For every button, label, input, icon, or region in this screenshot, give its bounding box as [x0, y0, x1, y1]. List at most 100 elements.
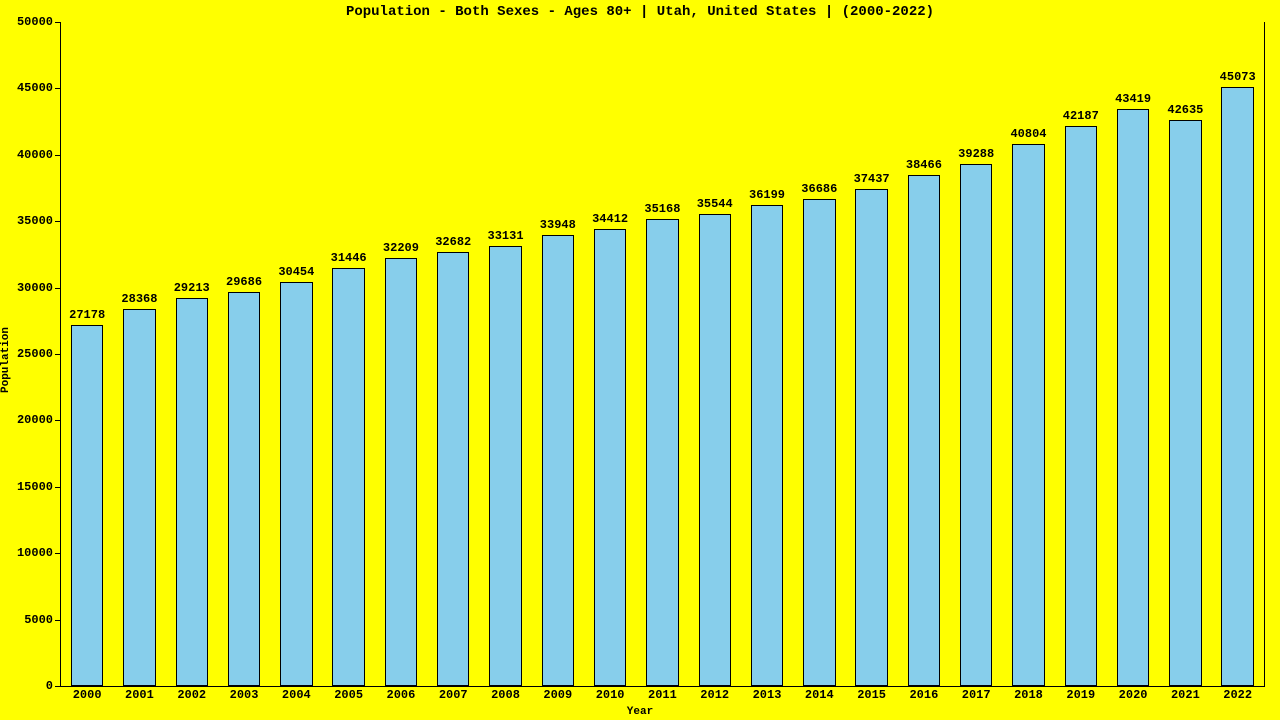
- bar-slot: 351682011: [636, 22, 688, 686]
- x-tick-label: 2006: [387, 688, 416, 702]
- bar-value-label: 35544: [697, 197, 733, 214]
- y-tick: [55, 487, 61, 488]
- chart-title: Population - Both Sexes - Ages 80+ | Uta…: [0, 4, 1280, 20]
- bar: [699, 214, 731, 686]
- y-axis-label: Population: [0, 327, 12, 393]
- bar-slot: 344122010: [584, 22, 636, 686]
- bar-slot: 331312008: [479, 22, 531, 686]
- bar: [228, 292, 260, 686]
- bar-value-label: 36199: [749, 188, 785, 205]
- x-tick-label: 2014: [805, 688, 834, 702]
- bar-slot: 322092006: [375, 22, 427, 686]
- x-tick-label: 2003: [230, 688, 259, 702]
- bar: [332, 268, 364, 686]
- y-tick-label: 50000: [17, 15, 53, 29]
- bar-slot: 292132002: [166, 22, 218, 686]
- bar-value-label: 42635: [1167, 103, 1203, 120]
- y-tick: [55, 88, 61, 89]
- x-axis-label: Year: [627, 706, 653, 718]
- bars-group: 2717820002836820012921320022968620033045…: [61, 22, 1264, 686]
- bar-value-label: 34412: [592, 212, 628, 229]
- bar: [385, 258, 417, 686]
- bar-slot: 271782000: [61, 22, 113, 686]
- bar-slot: 366862014: [793, 22, 845, 686]
- bar-value-label: 32682: [435, 235, 471, 252]
- x-tick-label: 2012: [700, 688, 729, 702]
- bar: [280, 282, 312, 686]
- y-tick: [55, 620, 61, 621]
- bar-value-label: 42187: [1063, 109, 1099, 126]
- y-tick-label: 45000: [17, 81, 53, 95]
- y-tick-label: 20000: [17, 413, 53, 427]
- bar-value-label: 35168: [644, 202, 680, 219]
- y-tick-label: 15000: [17, 480, 53, 494]
- x-tick-label: 2011: [648, 688, 677, 702]
- bar-slot: 434192020: [1107, 22, 1159, 686]
- y-tick: [55, 420, 61, 421]
- bar: [1012, 144, 1044, 686]
- bar-value-label: 30454: [278, 265, 314, 282]
- bar-value-label: 45073: [1220, 70, 1256, 87]
- bar-value-label: 40804: [1010, 127, 1046, 144]
- bar-slot: 339482009: [532, 22, 584, 686]
- bar-slot: 408042018: [1002, 22, 1054, 686]
- bar: [1065, 126, 1097, 686]
- x-tick-label: 2002: [177, 688, 206, 702]
- y-tick: [55, 221, 61, 222]
- bar: [803, 199, 835, 686]
- bar-slot: 374372015: [845, 22, 897, 686]
- bar-slot: 384662016: [898, 22, 950, 686]
- y-tick: [55, 686, 61, 687]
- y-tick-label: 30000: [17, 281, 53, 295]
- bar-value-label: 31446: [331, 251, 367, 268]
- x-tick-label: 2010: [596, 688, 625, 702]
- x-tick-label: 2005: [334, 688, 363, 702]
- y-tick-label: 0: [46, 679, 53, 693]
- bar: [646, 219, 678, 686]
- bar: [594, 229, 626, 686]
- bar-value-label: 27178: [69, 308, 105, 325]
- x-tick-label: 2015: [857, 688, 886, 702]
- x-tick-label: 2021: [1171, 688, 1200, 702]
- bar: [123, 309, 155, 686]
- x-tick-label: 2001: [125, 688, 154, 702]
- bar-value-label: 43419: [1115, 92, 1151, 109]
- bar-slot: 304542004: [270, 22, 322, 686]
- x-tick-label: 2009: [543, 688, 572, 702]
- bar: [437, 252, 469, 686]
- x-tick-label: 2018: [1014, 688, 1043, 702]
- bar: [1221, 87, 1253, 686]
- x-tick-label: 2016: [909, 688, 938, 702]
- bar-slot: 326822007: [427, 22, 479, 686]
- x-tick-label: 2020: [1119, 688, 1148, 702]
- x-tick-label: 2008: [491, 688, 520, 702]
- bar-slot: 426352021: [1159, 22, 1211, 686]
- bar-value-label: 33948: [540, 218, 576, 235]
- y-tick: [55, 155, 61, 156]
- bar-value-label: 38466: [906, 158, 942, 175]
- bar-value-label: 37437: [854, 172, 890, 189]
- x-tick-label: 2017: [962, 688, 991, 702]
- chart-container: Population - Both Sexes - Ages 80+ | Uta…: [0, 0, 1280, 720]
- bar: [542, 235, 574, 686]
- bar: [489, 246, 521, 686]
- x-tick-label: 2022: [1223, 688, 1252, 702]
- x-tick-label: 2007: [439, 688, 468, 702]
- bar: [1169, 120, 1201, 686]
- y-tick-label: 40000: [17, 148, 53, 162]
- bar-value-label: 36686: [801, 182, 837, 199]
- bar-value-label: 33131: [488, 229, 524, 246]
- bar-slot: 283682001: [113, 22, 165, 686]
- y-tick-label: 35000: [17, 214, 53, 228]
- bar-slot: 450732022: [1212, 22, 1264, 686]
- plot-area: 2717820002836820012921320022968620033045…: [60, 22, 1265, 687]
- bar-value-label: 29213: [174, 281, 210, 298]
- bar-slot: 296862003: [218, 22, 270, 686]
- bar-value-label: 39288: [958, 147, 994, 164]
- bar: [176, 298, 208, 686]
- bar: [855, 189, 887, 686]
- bar-slot: 314462005: [322, 22, 374, 686]
- bar-value-label: 32209: [383, 241, 419, 258]
- bar-slot: 355442012: [689, 22, 741, 686]
- y-tick: [55, 354, 61, 355]
